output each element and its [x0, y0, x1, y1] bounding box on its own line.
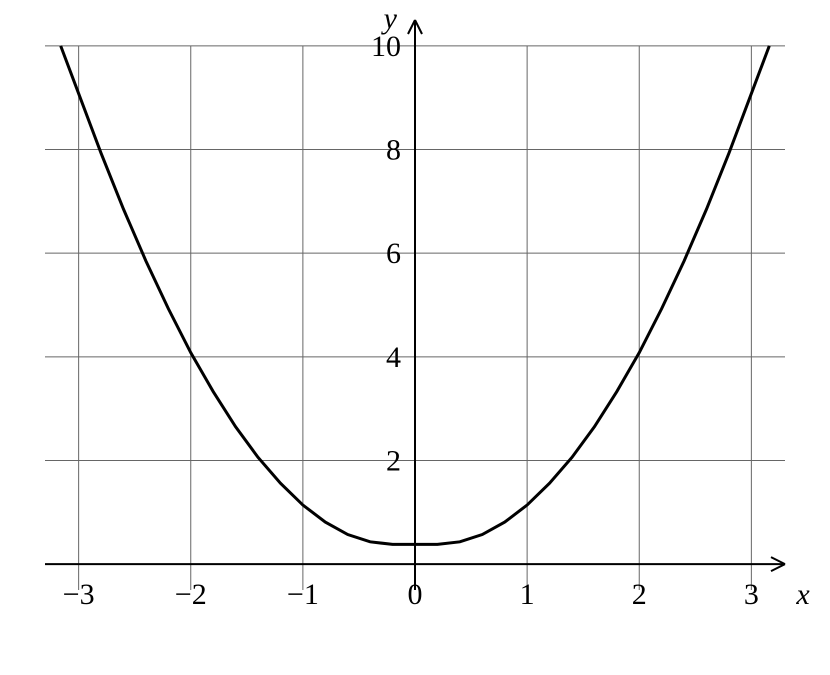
x-tick-label: 2: [632, 578, 647, 611]
y-tick-label: 4: [386, 341, 401, 374]
x-tick-label: −3: [63, 578, 95, 611]
y-tick-label: 8: [386, 134, 401, 167]
x-tick-label: −1: [287, 578, 319, 611]
y-tick-label: 6: [386, 237, 401, 270]
x-tick-label: 0: [408, 578, 423, 611]
chart-svg: −3−2−10123246810xy: [0, 0, 830, 675]
y-tick-label: 2: [386, 444, 401, 477]
parabola-chart: −3−2−10123246810xy: [0, 0, 830, 675]
x-tick-label: 1: [520, 578, 535, 611]
x-tick-label: 3: [744, 578, 759, 611]
y-axis-label: y: [381, 2, 398, 35]
x-tick-label: −2: [175, 578, 207, 611]
x-axis-label: x: [795, 578, 810, 611]
